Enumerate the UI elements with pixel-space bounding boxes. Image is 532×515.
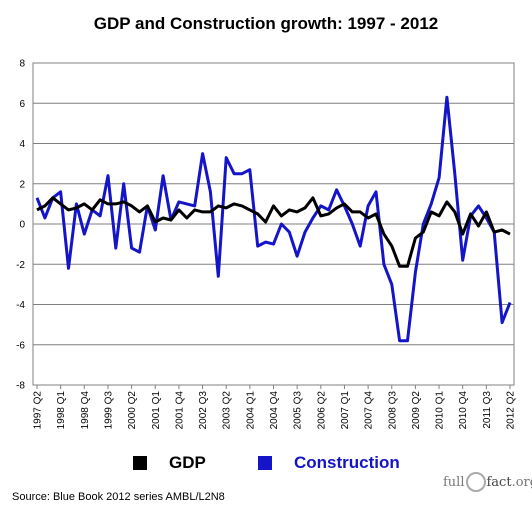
source-note: Source: Blue Book 2012 series AMBL/L2N8 bbox=[12, 491, 225, 503]
x-tick-label: 2003 Q2 bbox=[222, 391, 233, 430]
line-chart: 8 6 4 2 0 -2 -4 -6 -8 1997 Q2 1998 Q1 1998 Q4 1999 … bbox=[16, 59, 517, 430]
x-tick-label: 2007 Q1 bbox=[340, 391, 351, 430]
x-tick-label: 2006 Q2 bbox=[316, 391, 327, 430]
legend-item-gdp: GDP bbox=[133, 453, 206, 473]
y-tick-label: 4 bbox=[19, 139, 25, 150]
y-tick-labels: 8 6 4 2 0 -2 -4 -6 -8 bbox=[16, 59, 25, 392]
x-tick-label: 2008 Q3 bbox=[387, 391, 398, 430]
x-tick-labels: 1997 Q2 1998 Q1 1998 Q4 1999 Q3 2000 Q2 2001 … bbox=[33, 385, 517, 429]
x-tick-label: 1998 Q1 bbox=[56, 391, 67, 430]
series-line-gdp bbox=[36, 196, 511, 268]
series-lines bbox=[35, 95, 512, 343]
x-tick-label: 2010 Q4 bbox=[458, 391, 469, 430]
x-tick-label: 2002 Q3 bbox=[198, 391, 209, 430]
legend-item-construction: Construction bbox=[258, 453, 400, 473]
logo-text-org: .org bbox=[511, 474, 532, 490]
x-tick-label: 1998 Q4 bbox=[80, 391, 91, 430]
construction-swatch bbox=[258, 456, 272, 470]
x-tick-label: 2011 Q3 bbox=[482, 391, 493, 429]
construction-legend-label: Construction bbox=[294, 453, 400, 472]
y-tick-label: 8 bbox=[19, 59, 25, 70]
series-line-construction bbox=[35, 95, 512, 343]
gdp-legend-label: GDP bbox=[169, 453, 206, 472]
x-tick-label: 2009 Q2 bbox=[411, 391, 422, 430]
x-tick-label: 2004 Q1 bbox=[245, 391, 256, 430]
x-tick-label: 2012 Q2 bbox=[506, 391, 517, 430]
x-tick-label: 2001 Q4 bbox=[174, 391, 185, 430]
x-tick-label: 2004 Q4 bbox=[269, 391, 280, 430]
logo-text-fact: fact bbox=[486, 474, 512, 490]
y-tick-label: -2 bbox=[16, 260, 25, 271]
y-tick-label: 2 bbox=[19, 179, 25, 190]
x-tick-label: 1999 Q3 bbox=[103, 391, 114, 430]
grid-lines bbox=[33, 62, 514, 386]
x-tick-label: 2001 Q1 bbox=[151, 391, 162, 430]
x-tick-label: 2007 Q4 bbox=[364, 391, 375, 430]
gdp-swatch bbox=[133, 456, 147, 470]
x-tick-label: 2010 Q1 bbox=[435, 391, 446, 430]
y-tick-label: -8 bbox=[16, 381, 25, 392]
x-tick-label: 1997 Q2 bbox=[33, 391, 44, 430]
plot-frame bbox=[32, 62, 515, 386]
legend: GDP Construction bbox=[0, 453, 532, 477]
chart-title: GDP and Construction growth: 1997 - 2012 bbox=[93, 14, 439, 33]
y-tick-label: -4 bbox=[16, 300, 25, 311]
logo-text-full: full bbox=[443, 474, 465, 490]
magnifier-icon bbox=[465, 472, 486, 492]
y-tick-label: -6 bbox=[16, 340, 25, 351]
fullfact-logo: full fact .org bbox=[443, 472, 532, 492]
x-tick-label: 2005 Q3 bbox=[293, 391, 304, 430]
x-tick-label: 2000 Q2 bbox=[127, 391, 138, 430]
y-tick-label: 6 bbox=[19, 99, 25, 110]
y-tick-label: 0 bbox=[19, 220, 25, 231]
